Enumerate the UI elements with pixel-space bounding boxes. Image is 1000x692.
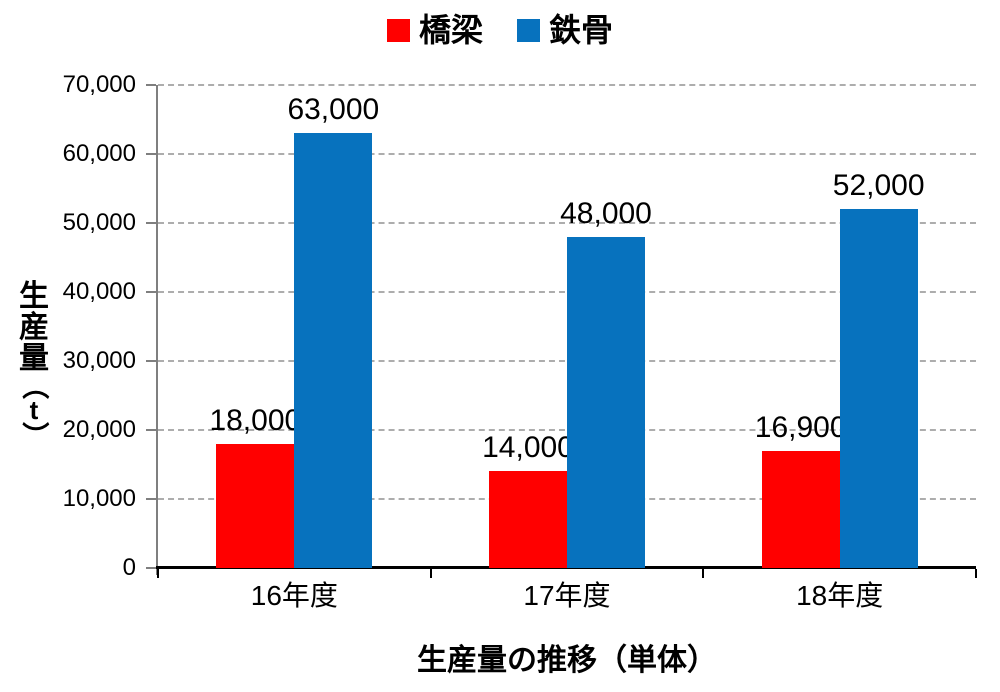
x-category-label: 16年度	[250, 580, 338, 611]
y-axis-title-char: 量	[19, 342, 49, 375]
y-axis-title-char: 生	[19, 280, 49, 313]
bar-value-label: 16,900	[754, 411, 847, 445]
bar-value-label: 48,000	[560, 196, 652, 230]
bar-橋梁-18年度	[761, 451, 840, 568]
y-tick	[146, 153, 156, 155]
chart-title: 生産量の推移（単体）	[417, 644, 717, 677]
legend-swatch-icon	[517, 18, 540, 42]
x-category-label: 17年度	[523, 580, 611, 611]
y-tick-label: 30,000	[62, 347, 136, 374]
y-tick-label: 70,000	[62, 71, 136, 98]
y-tick-label: 20,000	[62, 416, 136, 443]
legend-label: 鉄骨	[549, 12, 614, 48]
bar-value-label: 52,000	[832, 169, 925, 203]
legend-item-橋梁: 橋梁	[386, 12, 483, 48]
x-category-label: 18年度	[796, 580, 884, 611]
y-tick-label: 10,000	[62, 485, 136, 512]
y-tick	[146, 360, 156, 362]
gridline	[158, 84, 976, 86]
legend: 橋梁 鉄骨	[0, 12, 1000, 48]
bar-value-label: 18,000	[209, 403, 302, 437]
legend-item-鉄骨: 鉄骨	[517, 12, 613, 48]
x-tick	[975, 569, 977, 578]
y-axis-title: 生産量（t）	[12, 280, 56, 449]
bar-鉄骨-16年度	[294, 133, 373, 568]
y-tick	[146, 498, 156, 500]
gridline	[158, 222, 976, 224]
bar-橋梁-16年度	[216, 443, 295, 568]
x-tick	[429, 569, 432, 578]
bar-value-label: 63,000	[287, 93, 380, 127]
y-axis-title-char: t	[29, 395, 39, 425]
y-axis-title-char: 産	[19, 311, 49, 344]
y-axis-line	[156, 85, 158, 575]
gridline	[158, 153, 976, 155]
y-tick	[146, 429, 156, 431]
legend-swatch-icon	[386, 18, 410, 42]
bar-橋梁-17年度	[489, 471, 567, 568]
x-tick	[702, 569, 705, 578]
x-tick	[157, 569, 159, 578]
y-tick-label: 0	[122, 554, 136, 581]
y-tick-label: 40,000	[62, 278, 136, 305]
y-tick	[146, 84, 156, 86]
y-tick-label: 50,000	[62, 209, 136, 236]
y-axis-title-char: （	[19, 372, 49, 400]
y-tick	[146, 567, 156, 569]
bar-鉄骨-18年度	[839, 209, 918, 568]
y-tick	[146, 222, 156, 224]
bar-value-label: 14,000	[482, 431, 574, 465]
legend-label: 橋梁	[418, 12, 483, 48]
y-tick	[146, 291, 156, 293]
bar-鉄骨-17年度	[567, 236, 645, 568]
y-tick-label: 60,000	[62, 140, 136, 167]
